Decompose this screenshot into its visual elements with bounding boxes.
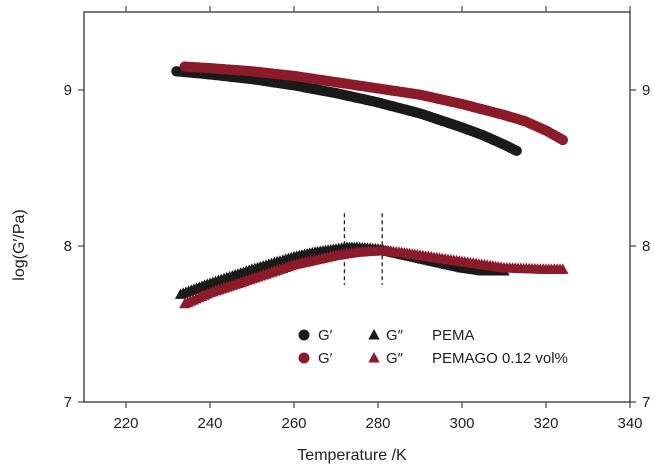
legend-circle-label-0: G′ [318, 327, 333, 344]
legend-material-0: PEMA [432, 327, 475, 344]
plot-frame [83, 11, 631, 403]
legend-group: G′ G″ PEMA G′ G″ PEMAGO 0.12 vol% [298, 327, 568, 367]
legend-triangle-label-0: G″ [386, 327, 404, 344]
series-0 [171, 66, 522, 157]
series-3 [179, 244, 569, 309]
y-tick-label-right-7: 7 [642, 394, 650, 411]
x-tick-label-320: 320 [533, 415, 558, 432]
y-tick-label-right-9: 9 [642, 82, 650, 99]
y-tick-label-8: 8 [64, 238, 72, 255]
x-tick-label-260: 260 [281, 415, 306, 432]
data-point [557, 134, 568, 146]
legend-circle-0 [298, 329, 310, 341]
x-tick-label-300: 300 [449, 415, 474, 432]
legend-circle-1 [298, 352, 310, 364]
x-tick-label-220: 220 [113, 415, 138, 432]
x-tick-label-240: 240 [197, 415, 222, 432]
x-tick-label-340: 340 [617, 415, 642, 432]
plot-frame-group [83, 11, 631, 403]
legend-material-1: PEMAGO 0.12 vol% [432, 350, 568, 367]
data-point [557, 263, 569, 274]
legend-triangle-label-1: G″ [386, 350, 404, 367]
legend-circle-label-1: G′ [318, 350, 333, 367]
series-group [171, 61, 569, 309]
series-1 [179, 61, 568, 146]
x-tick-label-280: 280 [365, 415, 390, 432]
y-tick-label-7: 7 [64, 394, 72, 411]
legend-triangle-1 [368, 352, 380, 363]
legend-triangle-0 [368, 329, 380, 340]
y-tick-label-9: 9 [64, 82, 72, 99]
y-tick-label-right-8: 8 [642, 238, 650, 255]
x-axis-title: Temperature /K [297, 447, 407, 464]
data-point [511, 145, 522, 157]
y-axis-title: log(G′/Pa) [11, 209, 28, 280]
